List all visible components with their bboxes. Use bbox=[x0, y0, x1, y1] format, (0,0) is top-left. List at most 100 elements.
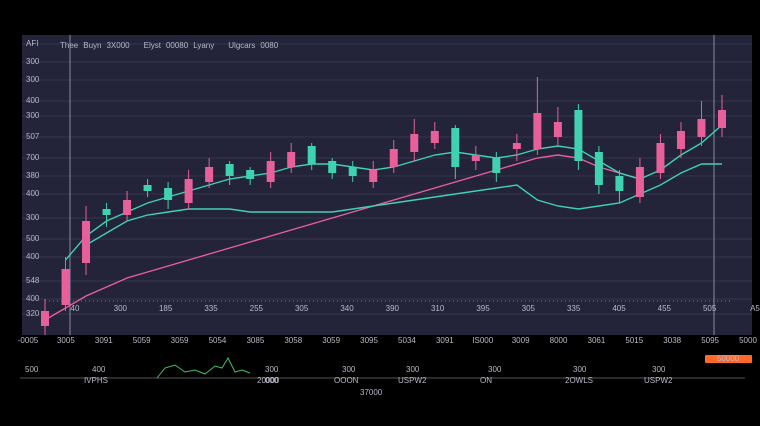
ma-line bbox=[44, 154, 641, 321]
legend-item: 3X000 bbox=[106, 41, 130, 50]
candle-body bbox=[451, 128, 460, 167]
footer-label: 300 bbox=[406, 365, 420, 374]
candle-body bbox=[164, 188, 173, 200]
y-tick-label: 300 bbox=[26, 57, 40, 66]
candle-body bbox=[41, 311, 49, 326]
inner-label: 455 bbox=[658, 304, 672, 313]
x-tick-label: 5054 bbox=[209, 336, 227, 345]
inner-label: 505 bbox=[703, 304, 717, 313]
footer-label: 300 bbox=[265, 365, 279, 374]
y-tick-label: 320 bbox=[26, 309, 40, 318]
candle-body bbox=[287, 152, 296, 167]
x-tick-label: 3005 bbox=[57, 336, 75, 345]
candle-body bbox=[266, 161, 275, 182]
candle-body bbox=[410, 134, 419, 152]
inner-label: 335 bbox=[567, 304, 581, 313]
footer-label: 300 bbox=[342, 365, 356, 374]
footer-label: 400 bbox=[92, 365, 106, 374]
x-tick-label: 3038 bbox=[663, 336, 681, 345]
inner-label: A5 bbox=[750, 304, 760, 313]
footer-sublabel: ON bbox=[480, 376, 492, 385]
candle-body bbox=[82, 221, 91, 263]
candle-body bbox=[471, 155, 480, 161]
inner-label: 305 bbox=[295, 304, 309, 313]
candle-body bbox=[533, 113, 542, 149]
footer-label: 500 bbox=[25, 365, 39, 374]
footer-sublabel: USPW2 bbox=[398, 376, 427, 385]
legend-item: Elyst bbox=[144, 41, 162, 50]
candle-body bbox=[143, 185, 152, 191]
candle-body bbox=[205, 167, 214, 182]
footer-label: 300 bbox=[652, 365, 666, 374]
inner-label: 185 bbox=[159, 304, 173, 313]
legend-item: 00080 bbox=[166, 41, 189, 50]
y-tick-label: 507 bbox=[26, 132, 40, 141]
x-tick-label: 3095 bbox=[360, 336, 378, 345]
y-tick-label: 300 bbox=[26, 213, 40, 222]
y-tick-label: 400 bbox=[26, 96, 40, 105]
x-tick-label: -0005 bbox=[18, 336, 39, 345]
inner-label: 310 bbox=[431, 304, 445, 313]
y-tick-label: 300 bbox=[26, 111, 40, 120]
candle-body bbox=[328, 161, 337, 173]
y-tick-label: 500 bbox=[26, 234, 40, 243]
inner-label: 335 bbox=[204, 304, 218, 313]
x-tick-label: 3061 bbox=[588, 336, 606, 345]
candle-body bbox=[430, 131, 439, 143]
footer-sublabel: 000 bbox=[265, 376, 279, 385]
x-tick-label: 3058 bbox=[284, 336, 302, 345]
legend-item: Thee bbox=[60, 41, 79, 50]
inner-label: 255 bbox=[250, 304, 264, 313]
candle-body bbox=[348, 167, 357, 176]
legend-item: 0080 bbox=[260, 41, 278, 50]
candle-body bbox=[61, 269, 70, 305]
candle-body bbox=[184, 179, 193, 203]
x-tick-label: 5015 bbox=[625, 336, 643, 345]
candle-body bbox=[615, 176, 624, 191]
ma-line bbox=[85, 163, 722, 246]
candle-body bbox=[512, 143, 521, 149]
y-tick-label: 400 bbox=[26, 189, 40, 198]
candle-body bbox=[246, 170, 255, 179]
candle-body bbox=[492, 158, 501, 173]
badge bbox=[705, 355, 752, 363]
sparkline bbox=[156, 356, 251, 379]
x-tick-label: 5034 bbox=[398, 336, 416, 345]
footer-label: 300 bbox=[488, 365, 502, 374]
y-tick-label: 400 bbox=[26, 252, 40, 261]
footer-sublabel: USPW2 bbox=[644, 376, 673, 385]
y-tick-label: 700 bbox=[26, 153, 40, 162]
x-tick-label: 5059 bbox=[133, 336, 151, 345]
footer-note: 37000 bbox=[360, 388, 383, 397]
y-tick-label: 380 bbox=[26, 171, 40, 180]
candle-body bbox=[389, 149, 398, 167]
inner-label: 395 bbox=[476, 304, 490, 313]
candle-body bbox=[635, 167, 644, 197]
footer-sublabel: 20000 bbox=[257, 376, 280, 385]
candle-body bbox=[718, 110, 726, 128]
candle-body bbox=[574, 110, 583, 161]
inner-label: 40 bbox=[71, 304, 80, 313]
candle-body bbox=[225, 164, 234, 176]
x-tick-label: 3091 bbox=[95, 336, 113, 345]
footer-sublabel: OOON bbox=[334, 376, 359, 385]
legend-item: Lyany bbox=[193, 41, 214, 50]
candle-body bbox=[594, 152, 603, 185]
y-tick-label: 300 bbox=[26, 75, 40, 84]
candle-body bbox=[553, 122, 562, 137]
x-tick-label: 5000 bbox=[739, 336, 757, 345]
y-tick-label: 400 bbox=[26, 294, 40, 303]
footer-label: 300 bbox=[573, 365, 587, 374]
legend-item: Ulgcars bbox=[228, 41, 255, 50]
footer-sublabel: IVPHS bbox=[84, 376, 108, 385]
candle-body bbox=[123, 200, 132, 215]
x-tick-label: 3059 bbox=[322, 336, 340, 345]
candle-body bbox=[369, 170, 378, 182]
x-tick-label: 3009 bbox=[512, 336, 530, 345]
candle-body bbox=[307, 146, 316, 164]
x-tick-label: 3091 bbox=[436, 336, 454, 345]
x-tick-label: 8000 bbox=[550, 336, 568, 345]
badge-label: 50000 bbox=[717, 354, 740, 363]
x-tick-label: IS000 bbox=[472, 336, 493, 345]
